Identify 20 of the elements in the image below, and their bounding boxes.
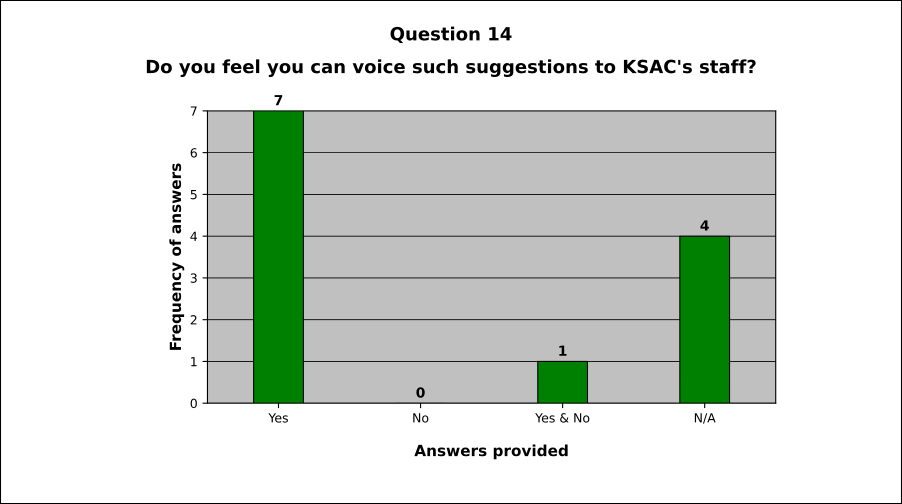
x-tick-label: No	[413, 413, 428, 423]
y-axis-title: Frequency of answers	[169, 163, 184, 350]
data-label: 1	[559, 346, 566, 356]
chart-subtitle: Do you feel you can voice such suggestions to KSAC's staff?	[146, 59, 756, 77]
y-tick-label: 1	[191, 357, 197, 366]
chart-title: Question 14	[390, 26, 512, 43]
y-tick-label: 7	[190, 106, 197, 116]
data-label: 4	[700, 220, 709, 230]
x-tick-label: Yes	[268, 413, 288, 423]
y-tick-label: 0	[190, 398, 197, 408]
x-axis-title: Answers provided	[414, 444, 568, 460]
data-label: 0	[416, 387, 425, 398]
y-tick-label: 6	[190, 148, 197, 158]
y-tick-label: 3	[190, 273, 197, 283]
y-tick-label: 2	[190, 315, 196, 324]
y-tick-label: 4	[190, 232, 198, 241]
y-tick-label: 5	[190, 190, 197, 200]
x-tick-label: Yes & No	[535, 413, 590, 423]
x-tick-label: N/A	[694, 413, 716, 424]
data-label: 7	[274, 95, 282, 106]
